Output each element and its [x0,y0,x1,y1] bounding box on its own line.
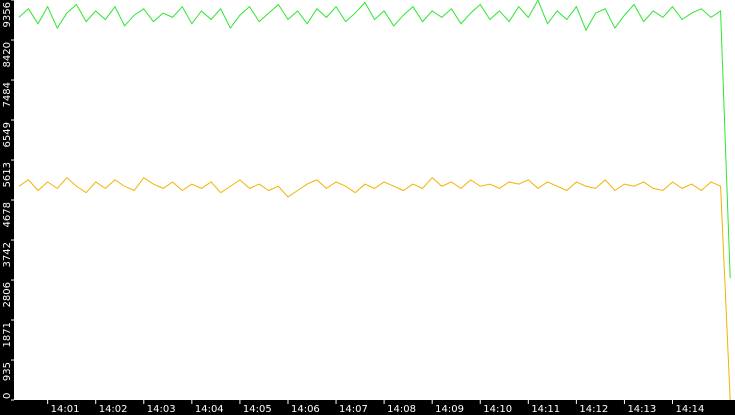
x-tick-label: 14:06 [291,404,320,415]
y-tick-label: 4678 [2,202,13,227]
x-tick-label: 14:05 [243,404,272,415]
y-axis-strip [0,0,14,415]
y-tick-label: 1871 [2,322,13,347]
series-line [18,0,731,279]
x-axis-strip [0,400,735,415]
x-tick-label: 14:11 [531,404,560,415]
y-tick-label: 9356 [2,2,13,27]
x-tick-label: 14:12 [579,404,608,415]
x-tick-label: 14:14 [676,404,705,415]
x-tick-label: 14:02 [99,404,128,415]
y-tick-label: 6549 [2,122,13,147]
series-line [18,176,731,401]
x-tick-label: 14:07 [339,404,368,415]
x-tick-label: 14:08 [387,404,416,415]
x-tick-label: 14:10 [483,404,512,415]
x-tick-label: 14:03 [147,404,176,415]
y-tick-label: 935 [2,362,13,381]
y-tick-label: 5613 [2,162,13,187]
y-tick-label: 7484 [2,82,13,107]
x-tick-label: 14:13 [627,404,656,415]
x-tick-label: 14:04 [195,404,224,415]
x-tick-label: 14:09 [435,404,464,415]
y-tick-label: 0 [2,393,13,399]
x-tick-label: 14:01 [51,404,80,415]
y-tick-label: 2806 [2,282,13,307]
y-tick-label: 8420 [2,42,13,67]
y-tick-label: 3742 [2,242,13,267]
